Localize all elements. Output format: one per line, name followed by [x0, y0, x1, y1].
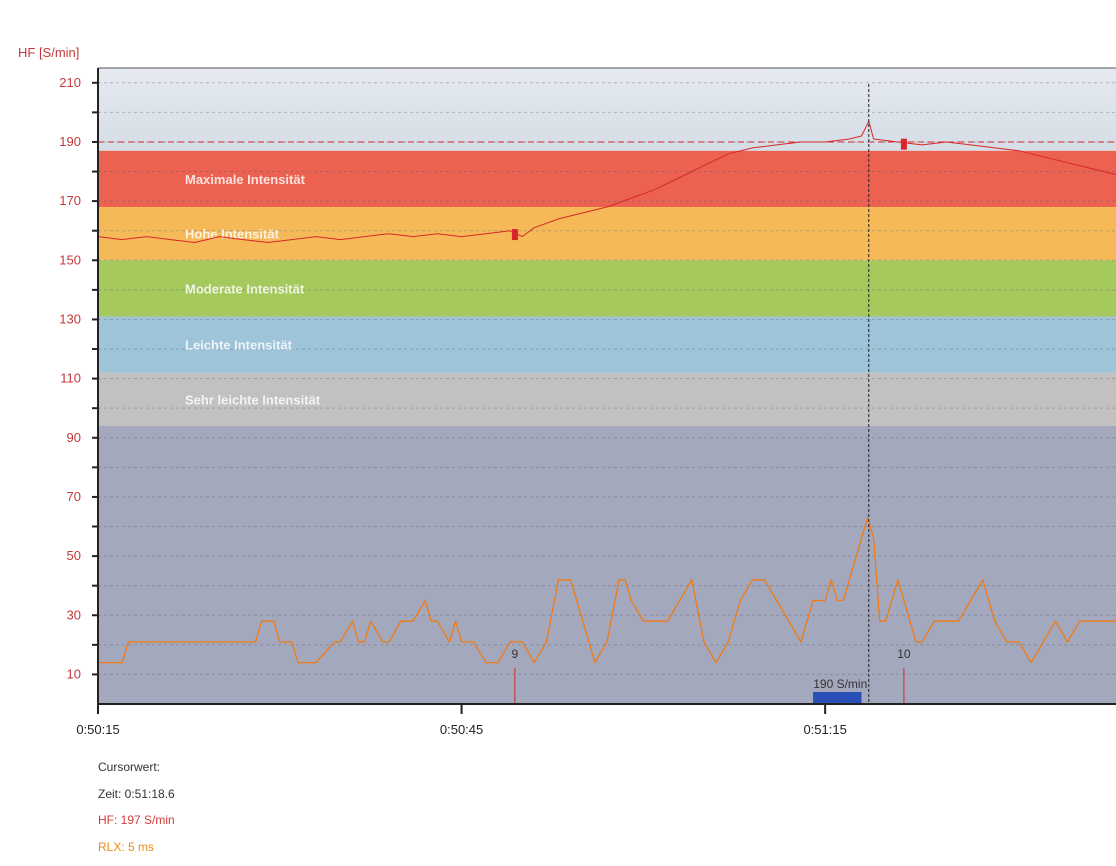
- rlx-line: [98, 516, 1116, 664]
- y-tick-label: 50: [67, 548, 81, 563]
- lap-marker: [511, 229, 518, 241]
- y-tick-label: 210: [59, 75, 81, 90]
- y-tick-label: 110: [60, 371, 81, 386]
- zone-label: Hohe Intensität: [185, 227, 280, 242]
- lap-label: 10: [897, 647, 911, 661]
- y-tick-label: 10: [67, 666, 81, 681]
- zone-label: Moderate Intensität: [185, 281, 305, 296]
- zone-band: [98, 207, 1116, 261]
- cursor-value-panel: Cursorwert: Zeit: 0:51:18.6 HF: 197 S/mi…: [98, 754, 175, 860]
- above-zone-area: [98, 68, 1116, 151]
- y-tick-label: 170: [59, 193, 81, 208]
- below-zone-area: [98, 425, 1116, 704]
- zone-band: [98, 260, 1116, 317]
- x-tick-label: 0:51:15: [803, 722, 846, 737]
- y-axis-label: HF [S/min]: [18, 45, 79, 60]
- zone-band: [98, 316, 1116, 373]
- y-tick-label: 190: [59, 134, 81, 149]
- selection-label: 190 S/min: [813, 677, 867, 691]
- cursor-title: Cursorwert:: [98, 760, 161, 774]
- lap-marker: [900, 138, 907, 150]
- x-tick-label: 0:50:15: [76, 722, 119, 737]
- zone-label: Leichte Intensität: [185, 338, 293, 353]
- lap-label: 9: [512, 647, 519, 661]
- zone-band: [98, 150, 1116, 208]
- y-tick-label: 130: [59, 311, 81, 326]
- y-tick-label: 30: [67, 607, 81, 622]
- y-tick-label: 150: [59, 252, 81, 267]
- cursor-hf: HF: 197 S/min: [98, 813, 175, 827]
- x-tick-label: 0:50:45: [440, 722, 483, 737]
- y-tick-label: 70: [67, 489, 81, 504]
- heart-rate-chart[interactable]: Maximale Intensität Hohe Intensität Modera…: [0, 0, 1116, 750]
- zone-band: [98, 372, 1116, 426]
- zone-label: Sehr leichte Intensität: [185, 392, 321, 407]
- cursor-rlx: RLX: 5 ms: [98, 839, 155, 854]
- cursor-time: Zeit: 0:51:18.6: [98, 786, 175, 801]
- selection-bar: [813, 692, 862, 704]
- zone-label: Maximale Intensität: [185, 172, 306, 187]
- hf-line: [97, 120, 1116, 243]
- y-tick-label: 90: [67, 430, 81, 445]
